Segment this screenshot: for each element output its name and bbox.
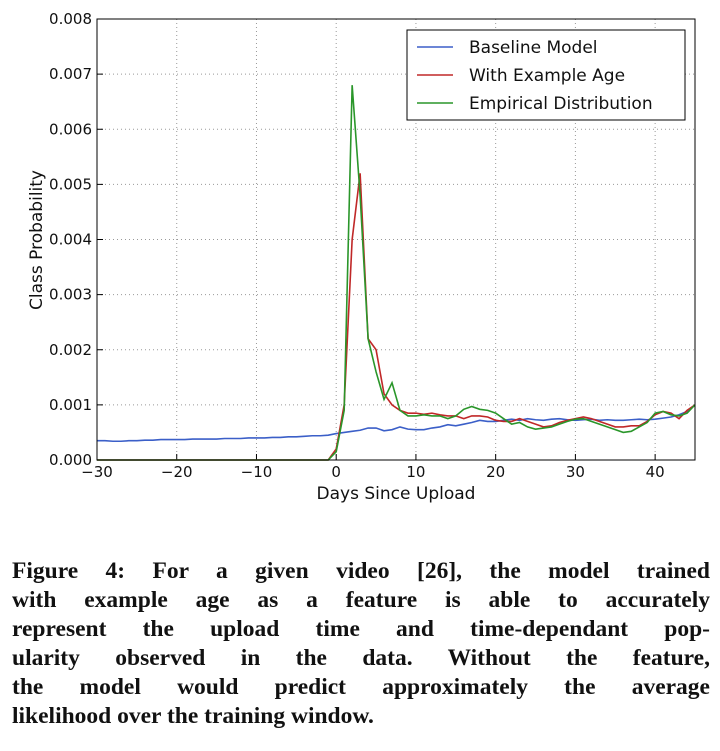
y-tick-label: 0.005 bbox=[49, 175, 92, 193]
caption-line: represent the upload time and time-depen… bbox=[12, 616, 710, 642]
y-tick-label: 0.008 bbox=[49, 10, 92, 28]
y-tick-label: 0.007 bbox=[49, 65, 92, 83]
y-axis-label: Class Probability bbox=[27, 170, 47, 310]
chart: Days Since Upload Class Probability 0.00… bbox=[27, 10, 696, 504]
x-axis-label: Days Since Upload bbox=[317, 484, 476, 504]
caption-line: ularity observed in the data. Without th… bbox=[12, 645, 710, 671]
caption-line: likelihood over the training window. bbox=[12, 703, 374, 729]
x-tick-label: 20 bbox=[486, 463, 505, 481]
x-tick-label: −10 bbox=[241, 463, 273, 481]
series-line bbox=[97, 85, 696, 461]
plot-frame bbox=[96, 18, 696, 461]
y-tick-label: 0.006 bbox=[49, 120, 92, 138]
caption-line: with example age as a feature is able to… bbox=[12, 587, 710, 613]
y-tick-label: 0.004 bbox=[49, 231, 92, 249]
x-tick-label: 0 bbox=[331, 463, 341, 481]
y-tick-label: 0.001 bbox=[49, 396, 92, 414]
legend-box bbox=[406, 29, 686, 121]
y-tick-label: 0.003 bbox=[49, 286, 92, 304]
caption-line: the model would predict approximately th… bbox=[12, 674, 710, 700]
x-tick-label: 30 bbox=[566, 463, 585, 481]
caption: Figure 4: For a given video [26], the mo… bbox=[12, 557, 710, 731]
x-tick-label: −30 bbox=[81, 463, 113, 481]
y-tick-label: 0.002 bbox=[49, 341, 92, 359]
y-tick-label: 0.000 bbox=[49, 451, 92, 469]
x-tick-label: 10 bbox=[406, 463, 425, 481]
legend: Baseline Model With Example Age Empirical … bbox=[406, 29, 686, 121]
legend-label: Empirical Distribution bbox=[469, 94, 653, 114]
series-line bbox=[97, 173, 696, 461]
x-tick-label: 40 bbox=[646, 463, 665, 481]
caption-line: Figure 4: For a given video [26], the mo… bbox=[12, 558, 710, 584]
legend-label: With Example Age bbox=[469, 66, 625, 86]
legend-label: Baseline Model bbox=[469, 38, 598, 58]
x-tick-label: −20 bbox=[161, 463, 193, 481]
